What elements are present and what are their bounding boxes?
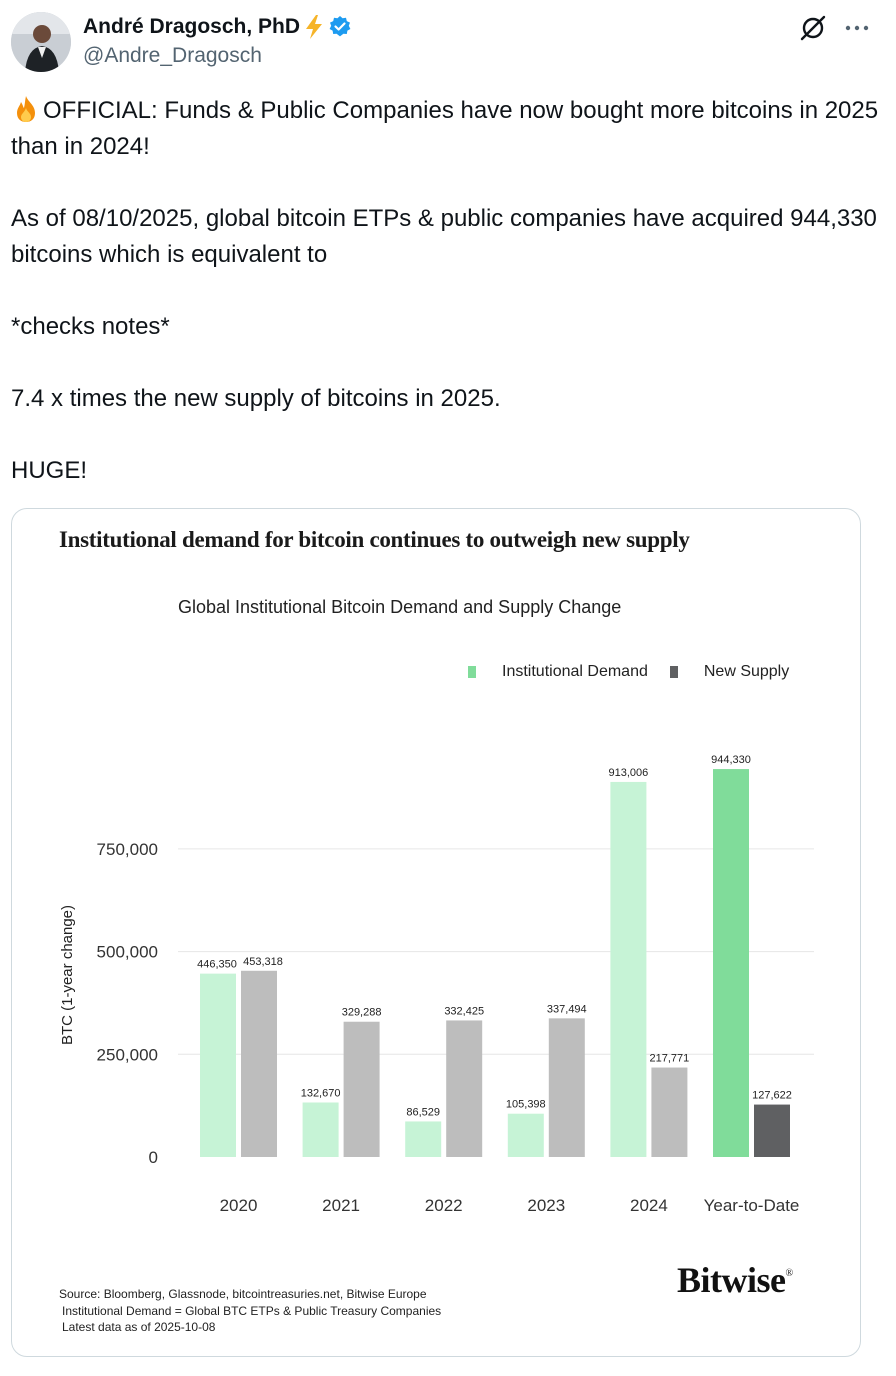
- data-label: 86,529: [406, 1106, 440, 1118]
- data-label: 913,006: [609, 767, 649, 779]
- bar-institutional-demand: [200, 973, 236, 1157]
- data-label: 105,398: [506, 1099, 546, 1111]
- data-label: 332,425: [444, 1005, 484, 1017]
- avatar[interactable]: [11, 12, 71, 72]
- grok-icon[interactable]: [799, 14, 827, 42]
- legend-item-demand: Institutional Demand: [468, 663, 648, 681]
- bar-institutional-demand: [507, 1113, 544, 1157]
- bar-institutional-demand: [713, 769, 749, 1157]
- tweet-paragraph-3: *checks notes*: [11, 313, 170, 340]
- tweet-paragraph-1: OFFICIAL: Funds & Public Companies have …: [11, 97, 885, 160]
- tweet-text: OFFICIAL: Funds & Public Companies have …: [11, 93, 881, 489]
- x-tick-label: 2023: [527, 1196, 565, 1215]
- x-tick-label: 2020: [220, 1196, 258, 1215]
- bar-new-supply: [651, 1067, 688, 1157]
- fire-emoji: [17, 96, 35, 122]
- legend-label-supply: New Supply: [703, 663, 790, 680]
- author-name[interactable]: André Dragosch, PhD: [83, 15, 301, 38]
- lightning-emoji: [306, 15, 323, 39]
- bar-new-supply: [754, 1104, 790, 1157]
- verified-badge-icon: [329, 16, 351, 37]
- bar-new-supply: [446, 1020, 483, 1157]
- chart-source-notes: Source: Bloomberg, Glassnode, bitcointre…: [59, 1286, 441, 1336]
- data-label: 453,318: [243, 956, 283, 968]
- tweet-paragraph-4: 7.4 x times the new supply of bitcoins i…: [11, 385, 501, 412]
- bitwise-logo: Bitwise®: [677, 1259, 793, 1301]
- card-title: Institutional demand for bitcoin continu…: [59, 527, 690, 552]
- author-handle[interactable]: @Andre_Dragosch: [83, 44, 262, 67]
- data-label: 329,288: [342, 1007, 382, 1019]
- y-tick-label: 250,000: [97, 1045, 158, 1064]
- bar-new-supply: [343, 1021, 380, 1157]
- chart-legend: Institutional Demand New Supply: [468, 663, 811, 681]
- brand-name: Bitwise: [677, 1260, 786, 1300]
- data-label: 337,494: [547, 1003, 587, 1015]
- data-label: 944,330: [711, 754, 751, 766]
- brand-mark: ®: [785, 1268, 794, 1279]
- definition-line: Institutional Demand = Global BTC ETPs &…: [62, 1303, 442, 1318]
- legend-label-demand: Institutional Demand: [502, 663, 648, 680]
- y-tick-label: 500,000: [97, 943, 158, 962]
- legend-item-supply: New Supply: [669, 663, 790, 681]
- source-line: Source: Bloomberg, Glassnode, bitcointre…: [59, 1287, 427, 1301]
- chart-image-card[interactable]: Institutional demand for bitcoin continu…: [11, 508, 861, 1357]
- x-tick-label: 2024: [630, 1196, 668, 1215]
- legend-swatch-demand: [468, 666, 476, 678]
- tweet-paragraph-2: As of 08/10/2025, global bitcoin ETPs & …: [11, 205, 884, 268]
- more-icon[interactable]: [845, 24, 869, 32]
- bar-institutional-demand: [405, 1121, 442, 1157]
- legend-swatch-supply: [669, 666, 678, 678]
- y-axis-label: BTC (1-year change): [59, 905, 76, 1045]
- data-label: 132,670: [301, 1087, 341, 1099]
- x-tick-label: 2022: [425, 1196, 463, 1215]
- bar-new-supply: [548, 1018, 585, 1157]
- chart-title: Global Institutional Bitcoin Demand and …: [178, 597, 622, 617]
- data-label: 127,622: [752, 1090, 792, 1102]
- tweet-paragraph: OFFICIAL: Funds & Public Companies have …: [11, 93, 881, 165]
- tweet-header: André Dragosch, PhD @Andre_Dragosch: [11, 12, 881, 74]
- bar-institutional-demand: [610, 781, 647, 1157]
- x-tick-label: 2021: [322, 1196, 360, 1215]
- latest-data-line: Latest data as of 2025-10-08: [62, 1320, 216, 1334]
- bar-institutional-demand: [302, 1102, 339, 1157]
- y-tick-label: 0: [149, 1148, 158, 1167]
- data-label: 217,771: [650, 1053, 690, 1065]
- bar-new-supply: [241, 970, 277, 1157]
- tweet-paragraph-5: HUGE!: [11, 457, 88, 484]
- data-label: 446,350: [197, 959, 237, 971]
- bar-chart: 0 250,000 500,000 750,000 BTC (1-year change…: [59, 754, 814, 1215]
- x-tick-label: Year-to-Date: [704, 1196, 800, 1215]
- y-tick-label: 750,000: [97, 840, 158, 859]
